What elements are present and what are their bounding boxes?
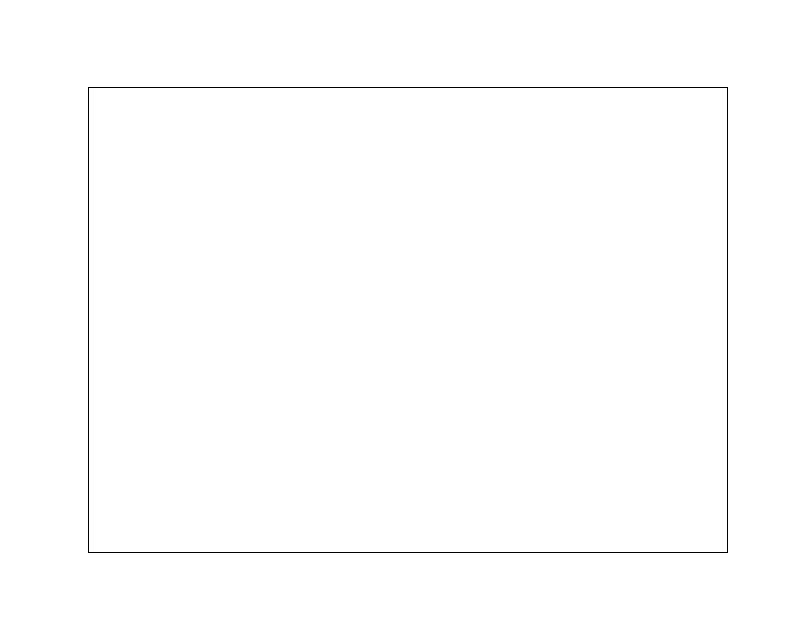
chart-header	[0, 0, 800, 58]
map-canvas	[89, 88, 727, 552]
precipitation-map[interactable]	[88, 87, 728, 553]
colorbar-legend[interactable]	[687, 89, 708, 529]
